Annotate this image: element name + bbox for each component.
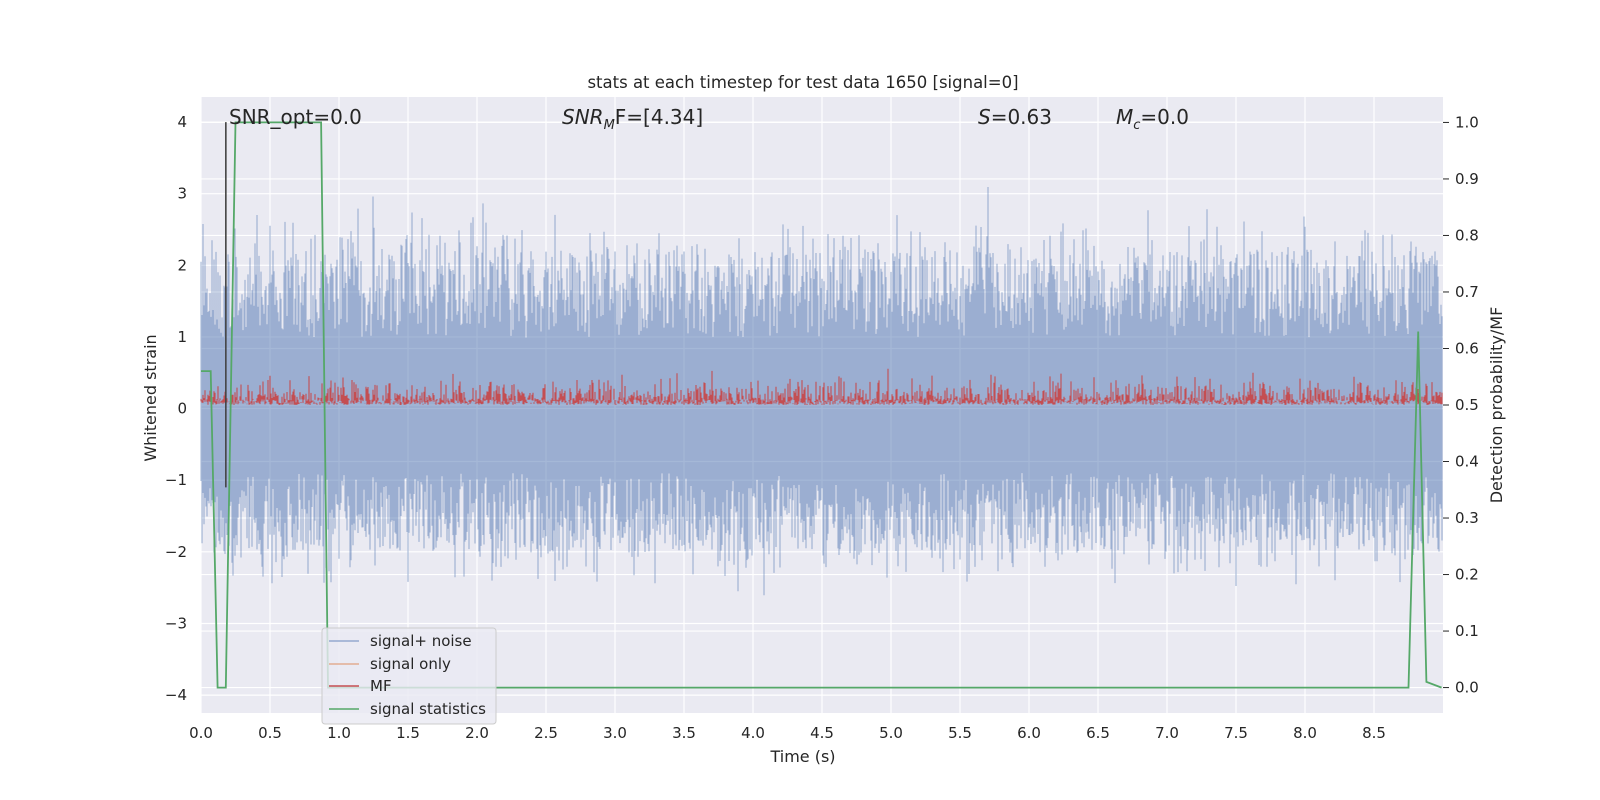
x-tick-label: 8.0 [1293,724,1317,742]
y-tick-label: −1 [165,471,187,489]
chart-title: stats at each timestep for test data 165… [587,73,1018,92]
y-tick-label: 0 [177,400,187,418]
y-right-tick-label: 0.4 [1455,453,1479,471]
annotation-mc: Mc=0.0 [1116,105,1189,133]
y-right-tick-label: 0.9 [1455,170,1479,188]
legend-label-signal-only: signal only [370,655,451,673]
y-right-tick-label: 0.6 [1455,339,1479,357]
y-right-tick-label: 0.3 [1455,509,1479,527]
y-axis-label-right: Detection probability/MF [1487,307,1506,504]
y-tick-label: −3 [165,614,187,632]
x-tick-label: 8.5 [1362,724,1386,742]
x-tick-label: 5.5 [948,724,972,742]
y-right-tick-label: 1.0 [1455,113,1479,131]
mf-series [200,368,1443,405]
y-tick-label: 4 [177,113,187,131]
y-right-tick-label: 0.8 [1455,226,1479,244]
x-tick-label: 1.5 [396,724,420,742]
x-tick-label: 2.0 [465,724,489,742]
annotation-snr-mf: SNRMF=[4.34] [562,105,703,133]
x-tick-label: 3.0 [603,724,627,742]
y-right-tick-label: 0.2 [1455,566,1479,584]
mf-line [200,368,1443,405]
x-tick-label: 2.5 [534,724,558,742]
y-tick-label: 1 [177,328,187,346]
annotation-snr-opt: SNR_opt=0.0 [229,105,362,129]
x-tick-label: 1.0 [327,724,351,742]
y-right-tick-label: 0.1 [1455,622,1479,640]
x-tick-label: 5.0 [879,724,903,742]
y-right-tick-label: 0.0 [1455,679,1479,697]
x-tick-label: 7.5 [1224,724,1248,742]
ticks: 0.0 0.5 1.0 1.5 2.0 2.5 3.0 3.5 4.0 4.5 5.0 5.5 6.0 6… [165,113,1479,742]
x-tick-label: 0.5 [258,724,282,742]
legend-label-mf: MF [370,677,392,695]
legend-label-signal-statistics: signal statistics [370,700,486,718]
x-tick-label: 4.0 [741,724,765,742]
x-tick-label: 4.5 [810,724,834,742]
y-tick-label: −2 [165,543,187,561]
y-tick-label: 3 [177,185,187,203]
y-right-tick-label: 0.5 [1455,396,1479,414]
y-tick-label: −4 [165,686,187,704]
annotation-s: S=0.63 [978,105,1052,129]
y-axis-label: Whitened strain [141,334,160,461]
legend: signal+ noise signal only MF signal stat… [321,627,497,725]
x-axis-label: Time (s) [769,747,835,766]
x-tick-label: 3.5 [672,724,696,742]
x-tick-label: 6.0 [1017,724,1041,742]
y-tick-label: 2 [177,256,187,274]
x-tick-label: 0.0 [189,724,213,742]
x-tick-label: 6.5 [1086,724,1110,742]
legend-label-signal-noise: signal+ noise [370,632,472,650]
legend-box [321,627,497,725]
x-tick-label: 7.0 [1155,724,1179,742]
y-right-tick-label: 0.7 [1455,283,1479,301]
